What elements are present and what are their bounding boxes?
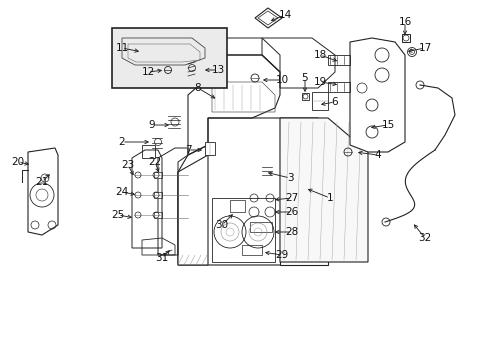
Text: 1: 1 (326, 193, 333, 203)
Text: 19: 19 (313, 77, 326, 87)
Bar (401, 34, 409, 42)
Text: 12: 12 (141, 67, 154, 77)
Text: 24: 24 (115, 187, 128, 197)
Text: 16: 16 (398, 17, 411, 27)
Text: 2: 2 (119, 137, 125, 147)
Text: 8: 8 (194, 83, 201, 93)
Text: 5: 5 (301, 73, 307, 83)
Text: 10: 10 (275, 75, 288, 85)
Text: 32: 32 (418, 233, 431, 243)
Text: 4: 4 (374, 150, 381, 160)
Bar (154, 192, 162, 198)
Text: 26: 26 (285, 207, 298, 217)
Polygon shape (349, 38, 404, 152)
Text: 14: 14 (278, 10, 291, 20)
Polygon shape (204, 142, 215, 155)
Text: 25: 25 (111, 210, 124, 220)
Text: 20: 20 (11, 157, 24, 167)
Text: 23: 23 (121, 160, 134, 170)
Text: 15: 15 (381, 120, 394, 130)
Polygon shape (311, 92, 327, 110)
Polygon shape (280, 118, 367, 262)
Text: 13: 13 (211, 65, 224, 75)
Text: 11: 11 (115, 43, 128, 53)
Text: 21: 21 (35, 177, 48, 187)
Bar (112, 28, 226, 88)
Text: 27: 27 (285, 193, 298, 203)
Polygon shape (28, 148, 58, 235)
Text: 18: 18 (313, 50, 326, 60)
Text: 3: 3 (286, 173, 293, 183)
Bar (154, 172, 162, 178)
Text: 22: 22 (148, 157, 162, 167)
Text: 31: 31 (155, 253, 168, 263)
Polygon shape (280, 118, 327, 265)
Text: 7: 7 (184, 145, 191, 155)
Polygon shape (178, 155, 207, 265)
Text: 28: 28 (285, 227, 298, 237)
Text: 30: 30 (215, 220, 228, 230)
Text: 17: 17 (418, 43, 431, 53)
Text: 6: 6 (331, 97, 338, 107)
Bar (302, 93, 308, 100)
Text: 29: 29 (275, 250, 288, 260)
Bar (154, 212, 162, 218)
Text: 9: 9 (148, 120, 155, 130)
